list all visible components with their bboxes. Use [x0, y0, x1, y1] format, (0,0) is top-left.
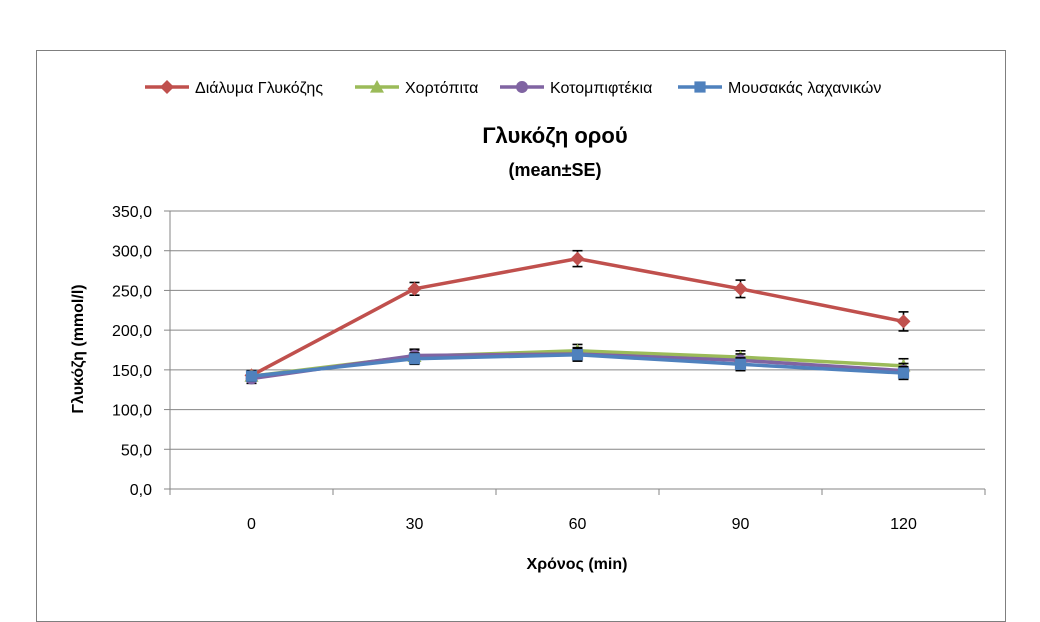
data-point — [245, 370, 258, 382]
legend-item: Μουσακάς λαχανικών — [678, 80, 881, 97]
legend-swatch-marker — [160, 80, 174, 94]
chart-area: Γλυκόζη ορού (mean±SE) Χρόνος (min) Γλυκ… — [36, 50, 1006, 622]
x-tick-label: 60 — [569, 516, 587, 533]
x-tick-label: 0 — [247, 516, 256, 533]
x-tick-label: 120 — [890, 516, 917, 533]
data-point — [408, 353, 421, 365]
legend-swatch-marker — [694, 81, 706, 93]
legend-label: Μουσακάς λαχανικών — [728, 80, 881, 97]
data-point — [571, 349, 584, 361]
series-0 — [244, 249, 911, 383]
data-point — [896, 314, 911, 329]
legend-swatch-marker — [370, 80, 384, 93]
y-tick-label: 150,0 — [112, 363, 152, 380]
y-tick-label: 300,0 — [112, 244, 152, 261]
data-point — [407, 281, 422, 296]
data-point — [733, 281, 748, 296]
y-tick-label: 50,0 — [121, 442, 152, 459]
x-axis-label: Χρόνος (min) — [527, 556, 628, 573]
y-tick-label: 0,0 — [130, 482, 152, 499]
chart-title: Γλυκόζη ορού — [482, 123, 627, 148]
legend-label: Κοτομπιφτέκια — [550, 80, 652, 97]
x-tick-label: 90 — [732, 516, 750, 533]
y-axis-label: Γλυκόζη (mmol/l) — [70, 284, 87, 413]
legend-item: Κοτομπιφτέκια — [500, 80, 652, 97]
data-point — [897, 367, 910, 379]
y-tick-label: 350,0 — [112, 204, 152, 221]
legend-swatch-marker — [516, 81, 528, 93]
legend-label: Χορτόπιτα — [405, 80, 478, 97]
legend: Διάλυμα Γλυκόζης Χορτόπιτα Κοτομπιφτέκια Μο… — [145, 80, 881, 97]
y-tick-label: 200,0 — [112, 323, 152, 340]
legend-item: Χορτόπιτα — [355, 80, 478, 97]
y-tick-label: 100,0 — [112, 403, 152, 420]
data-point — [570, 251, 585, 266]
x-tick-label: 30 — [406, 516, 424, 533]
series-3 — [245, 347, 910, 382]
legend-label: Διάλυμα Γλυκόζης — [195, 80, 323, 97]
y-tick-label: 250,0 — [112, 283, 152, 300]
data-point — [734, 358, 747, 370]
chart-subtitle: (mean±SE) — [509, 160, 602, 180]
legend-item: Διάλυμα Γλυκόζης — [145, 80, 323, 97]
line-chart: Γλυκόζη ορού (mean±SE) Χρόνος (min) Γλυκ… — [70, 80, 986, 573]
